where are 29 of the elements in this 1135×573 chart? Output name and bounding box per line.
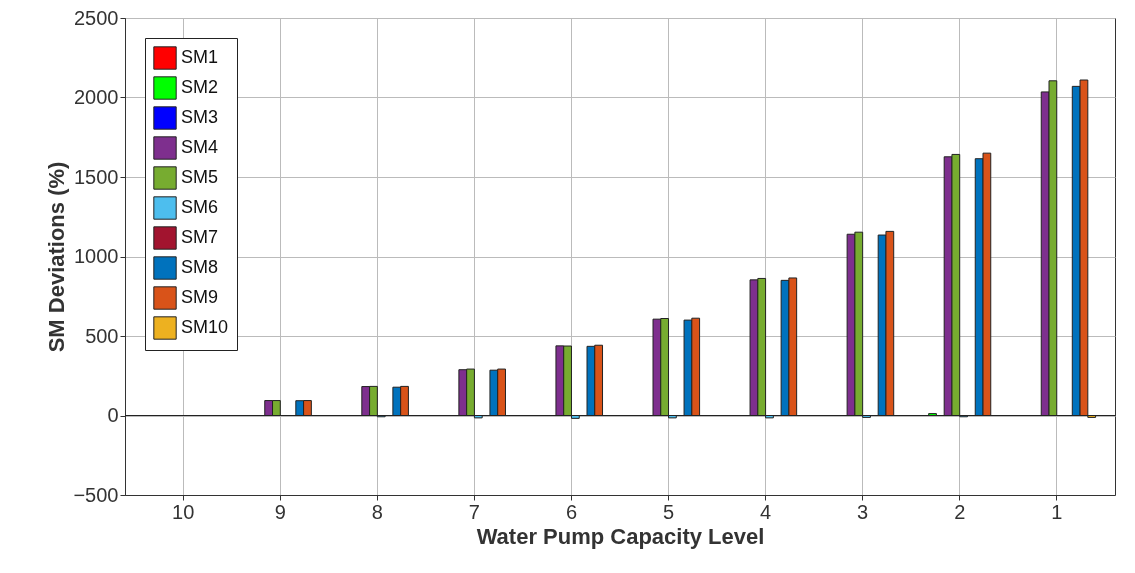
x-tick-label: 3 <box>857 500 869 523</box>
legend-label: SM6 <box>181 197 219 217</box>
legend-label: SM3 <box>181 107 219 127</box>
legend-label: SM4 <box>181 137 219 157</box>
y-tick-label: 2000 <box>74 86 119 108</box>
legend-label: SM8 <box>181 257 219 277</box>
x-tick-label: 9 <box>274 500 286 523</box>
x-tick-label: 5 <box>662 500 675 523</box>
x-tick-label: 7 <box>468 500 480 523</box>
y-axis-title: SM Deviations (%) <box>44 161 70 353</box>
legend-label: SM1 <box>181 47 219 67</box>
x-tick-label: 4 <box>760 500 772 523</box>
legend-label: SM2 <box>181 77 219 97</box>
y-tick-label: 2500 <box>74 6 119 29</box>
x-tick-label: 10 <box>172 500 195 523</box>
legend-label: SM9 <box>181 287 219 307</box>
y-tick-label: 1500 <box>74 165 119 188</box>
legend-label: SM10 <box>181 317 229 337</box>
x-tick-label: 8 <box>371 500 383 523</box>
x-axis-title: Water Pump Capacity Level <box>476 523 765 549</box>
y-tick-label: 0 <box>107 404 119 426</box>
x-tick-label: 1 <box>1051 500 1063 523</box>
y-tick-label: 500 <box>85 324 119 347</box>
legend-label: SM7 <box>181 227 219 247</box>
y-tick-label: −500 <box>73 483 119 506</box>
legend-label: SM5 <box>181 167 219 187</box>
y-tick-label: 1000 <box>74 245 119 267</box>
x-tick-label: 2 <box>954 500 966 523</box>
x-tick-label: 6 <box>565 500 578 523</box>
